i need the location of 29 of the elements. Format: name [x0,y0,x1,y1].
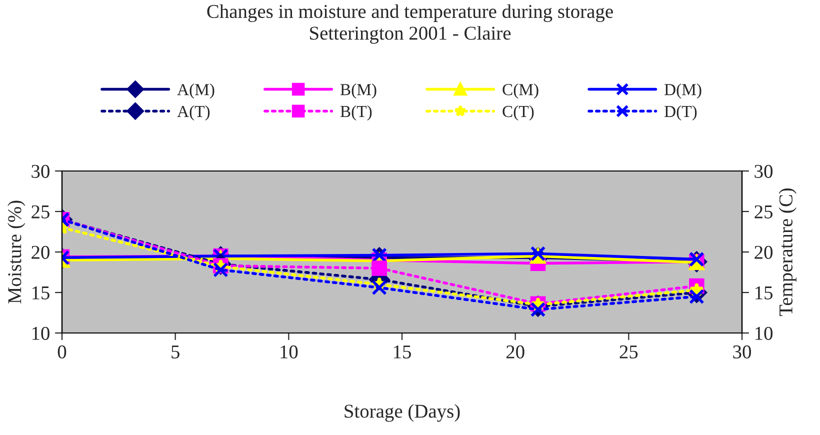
x-tick-label: 15 [394,345,411,358]
y-axis-title: Moisture (%) [8,200,26,304]
y2-tick-label: 10 [756,326,773,340]
y2-tick-label: 20 [754,246,773,259]
legend-label: C(M) [502,84,538,99]
x-tick-label: 0 [58,345,66,358]
x-tick-label: 20 [506,345,524,358]
legend-label: A(M) [177,84,214,99]
chart-title: Changes in moisture and temperature during storage Setterington 2001 - Claire [207,4,613,44]
y2-tick-label: 30 [754,164,773,178]
y-tick-label: 15 [32,286,50,300]
y-tick-label: 10 [32,326,50,340]
y-tick-label: 30 [32,164,50,178]
y2-tick-label: 15 [756,286,772,300]
y-tick-label: 20 [32,246,50,259]
y2-tick-label: 25 [754,205,772,218]
y-tick-label: 25 [32,205,50,218]
legend-label: B(T) [340,105,372,120]
y2-axis-title: Temperature (C) [778,188,796,316]
x-axis-title: Storage (Days) [344,404,460,422]
x-tick-label: 30 [733,345,751,358]
legend-label: D(M) [664,84,702,99]
x-tick-label: 25 [620,345,638,358]
legend-label: C(T) [502,105,534,120]
legend-label: D(T) [664,105,697,120]
legend-label: A(T) [177,105,210,120]
x-tick-label: 10 [280,345,298,358]
legend-label: B(M) [340,84,376,99]
x-tick-label: 5 [172,346,180,358]
